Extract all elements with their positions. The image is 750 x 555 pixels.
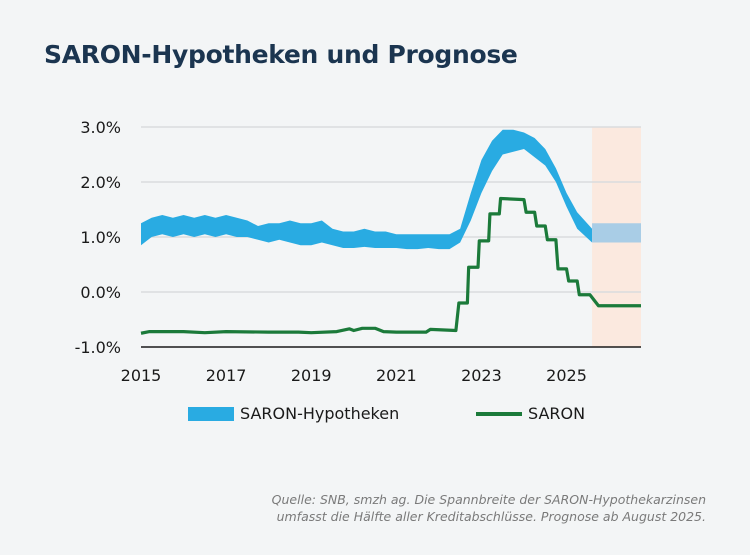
saron-hypotheken-forecast-band (592, 223, 641, 243)
x-tick-label: 2015 (121, 366, 162, 385)
x-tick-label: 2019 (291, 366, 332, 385)
legend-item-saron: SARON (476, 404, 585, 423)
chart-plot: 3.0% 2.0% 1.0% 0.0% -1.0%2015 2017 2019 2021 202… (75, 118, 641, 385)
legend-swatch-band (188, 406, 234, 421)
y-tick-label: 0.0% (80, 283, 121, 302)
legend-item-saron-hypotheken: SARON-Hypotheken (188, 404, 399, 423)
legend-label: SARON-Hypotheken (240, 404, 400, 423)
y-tick-label: 1.0% (80, 228, 121, 247)
x-tick-label: 2023 (461, 366, 502, 385)
saron-line (140, 196, 641, 335)
x-tick-label: 2021 (376, 366, 417, 385)
chart-title: SARON-Hypotheken und Prognose (44, 40, 518, 69)
saron-hypotheken-band (141, 129, 593, 250)
source-note: Quelle: SNB, smzh ag. Die Spannbreite de… (272, 491, 706, 525)
source-note-line: Quelle: SNB, smzh ag. Die Spannbreite de… (271, 492, 706, 507)
y-tick-label: 2.0% (80, 173, 121, 192)
y-tick-label: 3.0% (80, 118, 121, 137)
legend-label: SARON (528, 404, 586, 423)
x-tick-label: 2017 (206, 366, 247, 385)
x-tick-label: 2025 (546, 366, 587, 385)
source-note-line: umfasst die Hälfte aller Kreditabschlüss… (276, 509, 706, 524)
y-tick-label: -1.0% (75, 338, 121, 357)
legend-swatch-line (476, 411, 522, 416)
